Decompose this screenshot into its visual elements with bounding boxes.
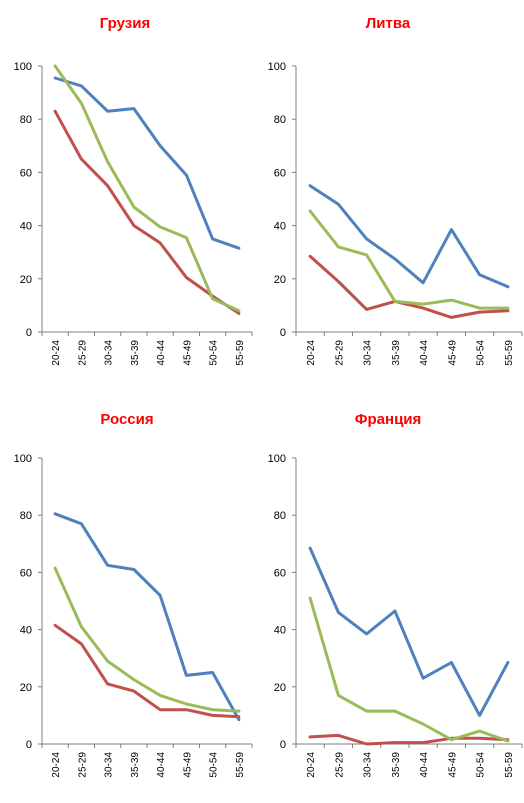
y-tick-label: 100 — [14, 61, 32, 73]
x-tick-label: 35-39 — [130, 752, 141, 778]
x-tick-label: 30-34 — [104, 340, 115, 366]
series-line-2 — [308, 254, 510, 319]
y-tick-label: 0 — [280, 739, 286, 751]
y-tick-label: 100 — [268, 61, 286, 73]
y-tick-label: 40 — [20, 221, 32, 233]
chart-title: Россия — [100, 411, 153, 428]
x-tick-label: 35-39 — [130, 340, 141, 366]
x-tick-label: 30-34 — [363, 752, 374, 778]
series-line-1 — [308, 184, 510, 289]
y-tick-label: 100 — [14, 453, 32, 465]
x-tick-label: 35-39 — [391, 340, 402, 366]
x-tick-label: 45-49 — [447, 340, 458, 366]
y-tick-label: 0 — [26, 327, 32, 339]
x-tick-label: 40-44 — [156, 340, 167, 366]
x-tick-label: 30-34 — [104, 752, 115, 778]
series-line-1 — [53, 512, 241, 722]
y-tick-label: 40 — [274, 625, 286, 637]
y-tick-label: 60 — [20, 567, 32, 579]
series-line-2 — [308, 733, 510, 746]
x-tick-label: 20-24 — [51, 340, 62, 366]
x-tick-label: 50-54 — [476, 340, 487, 366]
series-line-3 — [53, 566, 241, 713]
chart-panel-2: Литва 0 20 40 60 80 100 20-24 25-29 30-34 35-39 40-… — [268, 15, 523, 366]
y-tick-label: 80 — [20, 114, 32, 126]
x-tick-label: 55-59 — [504, 340, 515, 366]
y-tick-label: 60 — [274, 167, 286, 179]
y-tick-label: 100 — [268, 453, 286, 465]
chart-panel-1: Грузия 0 20 40 60 80 100 20-24 25-29 30-34 35-39 40… — [14, 15, 253, 366]
chart-title: Литва — [366, 15, 411, 32]
chart-panel-3: Россия 0 20 40 60 80 100 20-24 25-29 30-34 35-39 40… — [14, 411, 253, 778]
x-tick-label: 25-29 — [334, 340, 345, 366]
x-tick-label: 50-54 — [476, 752, 487, 778]
y-tick-label: 80 — [274, 114, 286, 126]
x-tick-label: 20-24 — [306, 752, 317, 778]
y-tick-label: 20 — [20, 682, 32, 694]
x-tick-label: 50-54 — [209, 752, 220, 778]
y-tick-label: 80 — [20, 510, 32, 522]
x-tick-label: 35-39 — [391, 752, 402, 778]
x-tick-label: 45-49 — [182, 752, 193, 778]
series-line-2 — [53, 109, 241, 315]
x-tick-label: 40-44 — [156, 752, 167, 778]
x-tick-label: 55-59 — [235, 340, 246, 366]
y-tick-label: 40 — [274, 221, 286, 233]
x-tick-label: 20-24 — [51, 752, 62, 778]
x-tick-label: 40-44 — [419, 340, 430, 366]
x-tick-label: 25-29 — [334, 752, 345, 778]
y-tick-label: 80 — [274, 510, 286, 522]
series-line-1 — [53, 76, 241, 250]
x-tick-label: 50-54 — [209, 340, 220, 366]
x-tick-label: 55-59 — [504, 752, 515, 778]
series-line-3 — [53, 64, 241, 313]
series-line-2 — [53, 623, 241, 719]
chart-title: Грузия — [100, 15, 150, 32]
x-tick-label: 55-59 — [235, 752, 246, 778]
chart-title: Франция — [355, 411, 422, 428]
y-tick-label: 20 — [274, 274, 286, 286]
x-tick-label: 30-34 — [363, 340, 374, 366]
x-tick-label: 40-44 — [419, 752, 430, 778]
x-tick-label: 45-49 — [447, 752, 458, 778]
x-tick-label: 25-29 — [77, 752, 88, 778]
y-tick-label: 20 — [274, 682, 286, 694]
x-tick-label: 20-24 — [306, 340, 317, 366]
series-line-3 — [308, 596, 510, 743]
y-tick-label: 20 — [20, 274, 32, 286]
y-tick-label: 0 — [280, 327, 286, 339]
y-tick-label: 0 — [26, 739, 32, 751]
series-line-1 — [308, 546, 510, 717]
series-line-3 — [308, 209, 510, 310]
x-tick-label: 45-49 — [182, 340, 193, 366]
y-tick-label: 40 — [20, 625, 32, 637]
chart-panel-4: Франция 0 20 40 60 80 100 20-24 25-29 30-34 35-39 4… — [268, 411, 523, 778]
x-tick-label: 25-29 — [77, 340, 88, 366]
y-tick-label: 60 — [274, 567, 286, 579]
y-tick-label: 60 — [20, 167, 32, 179]
